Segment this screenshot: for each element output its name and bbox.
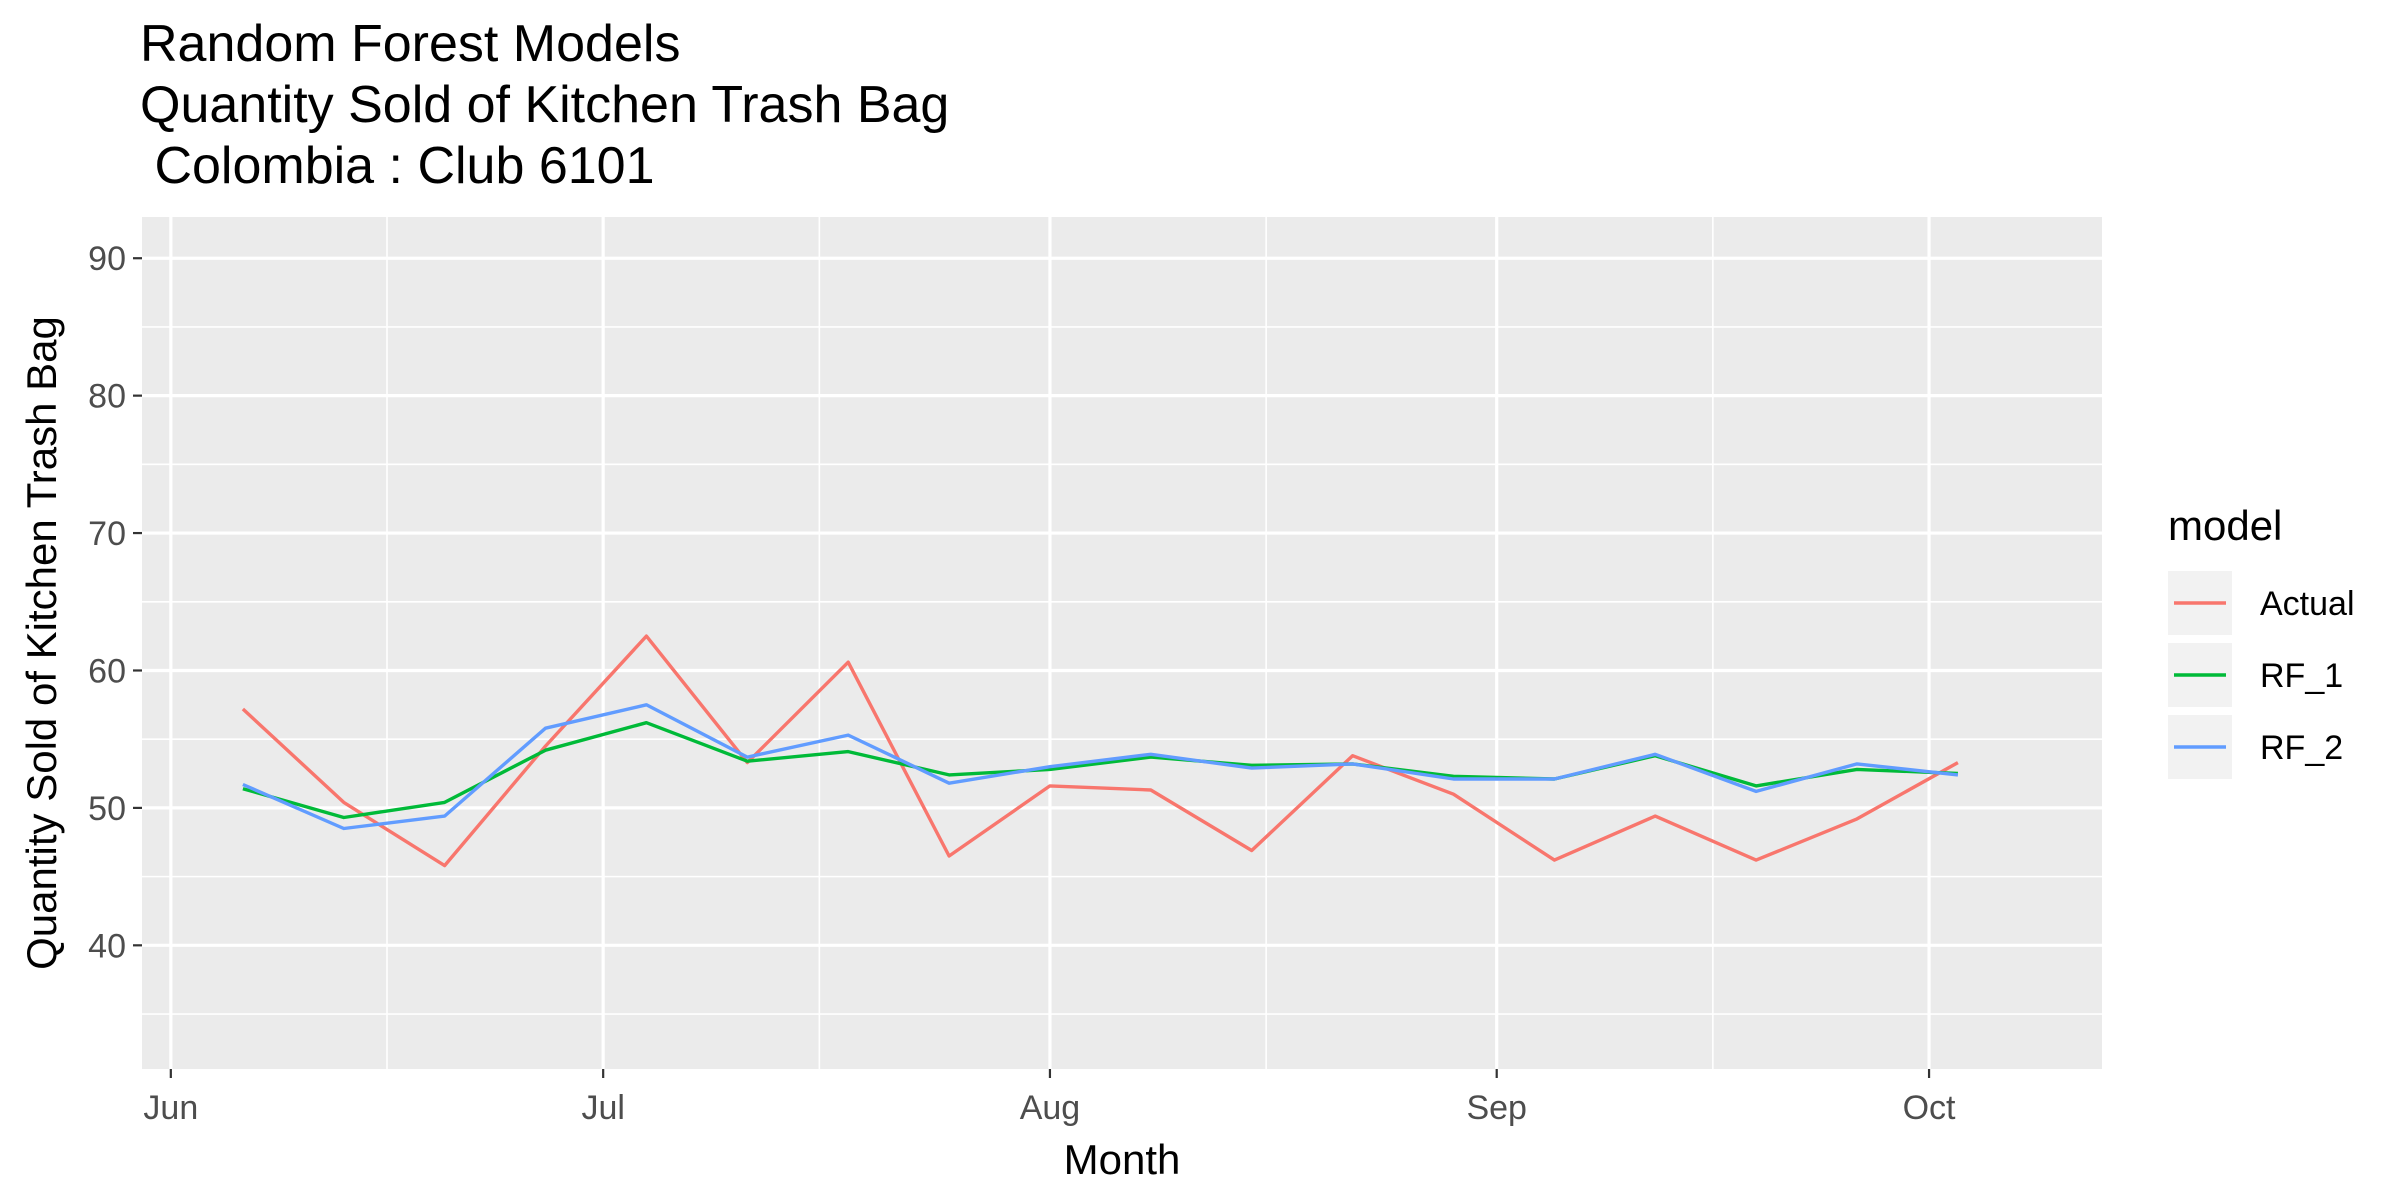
series-line-actual	[241, 634, 1959, 868]
x-tick-label-aug: Aug	[1020, 1089, 1081, 1127]
legend-title: model	[2168, 502, 2282, 549]
series-layer	[241, 634, 1959, 868]
y-tick-label-60: 60	[88, 652, 126, 690]
legend: model Actual RF_1 RF_2	[2168, 502, 2355, 779]
x-tick-label-jun: Jun	[143, 1089, 198, 1127]
chart-title-line-1: Random Forest Models	[140, 15, 681, 73]
x-tick-label-jul: Jul	[581, 1089, 624, 1127]
legend-label-actual: Actual	[2260, 585, 2355, 623]
grid-minor	[142, 217, 2102, 1069]
y-tick-label-50: 50	[88, 790, 126, 828]
x-axis-title: Month	[1064, 1136, 1181, 1183]
chart-title: Random Forest Models Quantity Sold of Ki…	[140, 14, 949, 197]
y-tick-label-70: 70	[88, 515, 126, 553]
x-axis: Jun Jul Aug Sep Oct	[143, 1069, 1956, 1127]
y-tick-label-80: 80	[88, 378, 126, 416]
plot-panel	[142, 217, 2102, 1069]
chart-title-line-3: Colombia : Club 6101	[140, 137, 655, 195]
legend-label-rf-2: RF_2	[2260, 729, 2343, 767]
x-tick-label-oct: Oct	[1903, 1089, 1956, 1127]
y-tick-label-90: 90	[88, 240, 126, 278]
x-tick-label-sep: Sep	[1466, 1089, 1527, 1127]
y-axis-title: Quantity Sold of Kitchen Trash Bag	[18, 316, 65, 970]
y-axis: 40 50 60 70 80 90	[88, 240, 142, 965]
grid-major	[142, 217, 2102, 1069]
chart-title-line-2: Quantity Sold of Kitchen Trash Bag	[140, 76, 950, 134]
series-line-rf-2	[242, 703, 1959, 831]
y-tick-label-40: 40	[88, 927, 126, 965]
legend-label-rf-1: RF_1	[2260, 657, 2343, 695]
